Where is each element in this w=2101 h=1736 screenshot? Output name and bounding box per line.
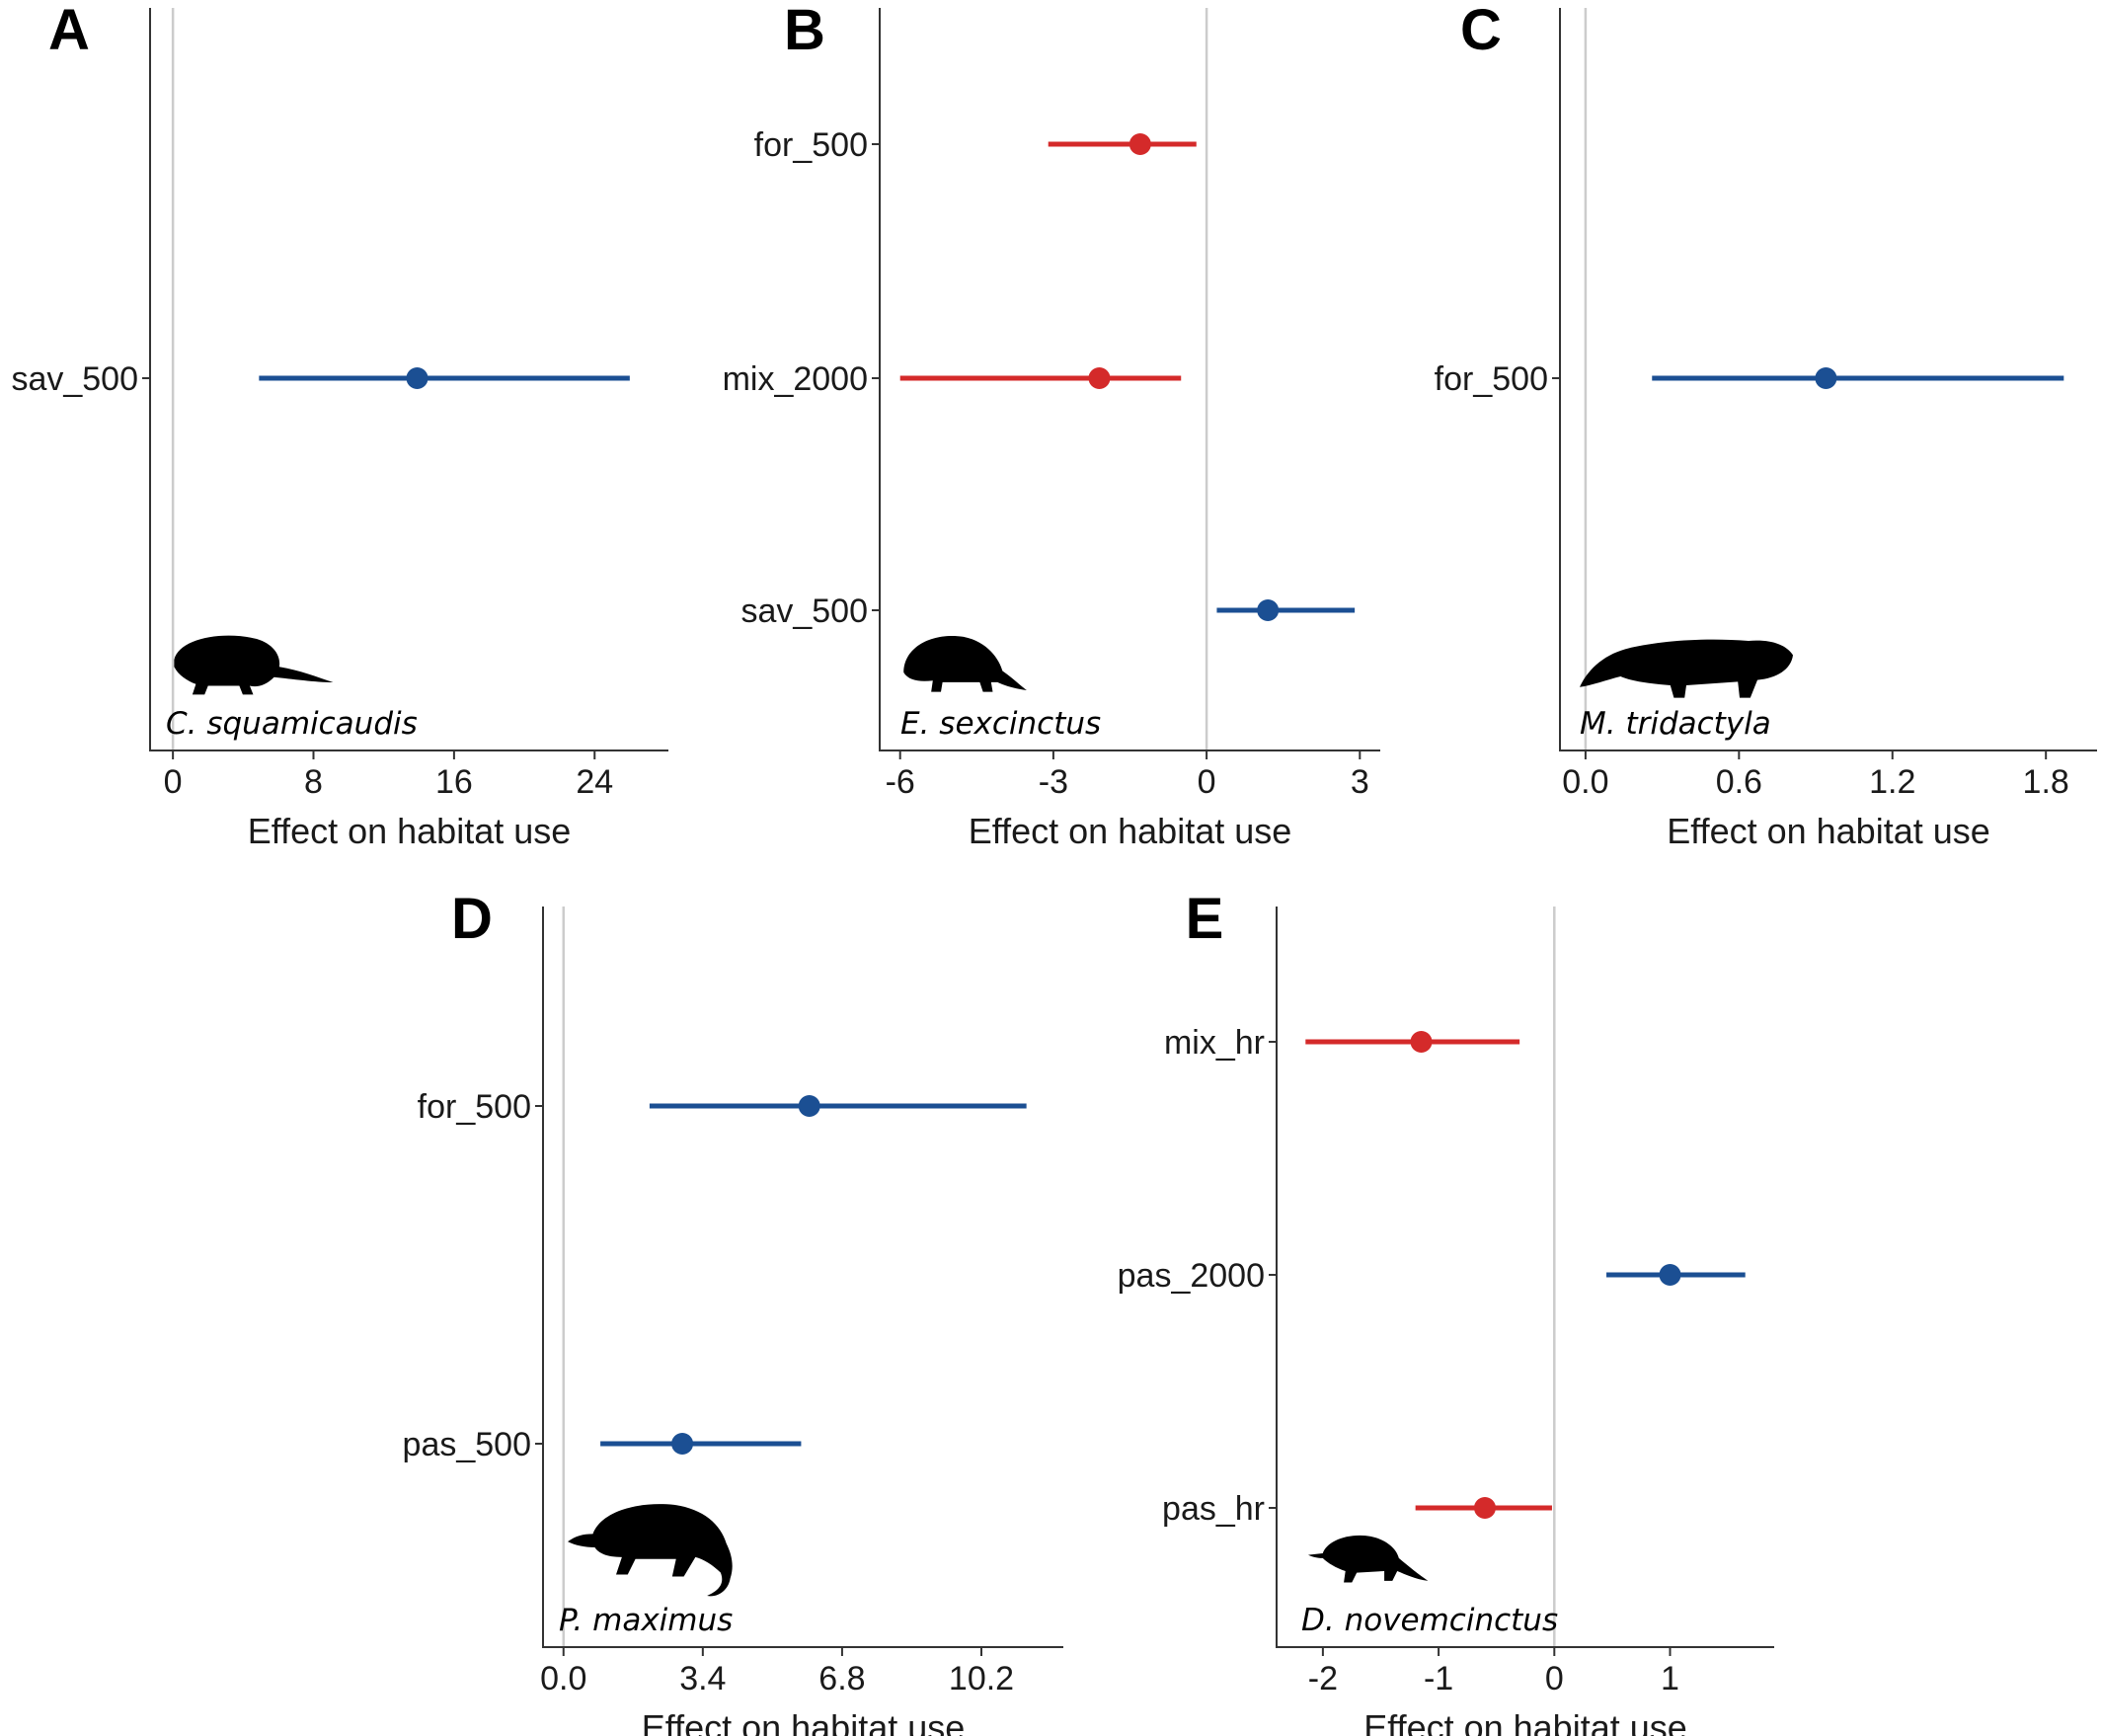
x-tick-label: 0 <box>1545 1660 1564 1697</box>
x-axis-title: Effect on habitat use <box>1667 811 1990 851</box>
giant-armadillo-icon <box>568 1504 733 1597</box>
estimate-point <box>1128 133 1151 155</box>
x-tick-label: 3.4 <box>679 1660 726 1697</box>
armadillo-long-tail-icon <box>174 635 334 695</box>
x-tick-label: 6.8 <box>818 1660 865 1697</box>
x-tick-label: 0.6 <box>1716 763 1762 801</box>
panel-letter: E <box>1186 887 1224 951</box>
x-tick-label: 16 <box>435 763 473 801</box>
x-tick-label: 24 <box>576 763 613 801</box>
species-name: M. tridactyla <box>1580 706 1771 742</box>
x-axis-title: Effect on habitat use <box>248 811 572 851</box>
armadillo-icon <box>903 635 1027 692</box>
x-tick-label: -6 <box>886 763 915 801</box>
estimate-point <box>406 367 428 389</box>
x-axis-title: Effect on habitat use <box>969 811 1292 851</box>
x-tick-label: 1.8 <box>2023 763 2069 801</box>
y-category-label: pas_hr <box>1162 1490 1265 1528</box>
anteater-icon <box>1580 639 1793 698</box>
species-name: D. novemcinctus <box>1301 1603 1558 1638</box>
estimate-point <box>1410 1031 1433 1053</box>
y-category-label: pas_2000 <box>1118 1257 1265 1295</box>
estimate-point <box>671 1433 694 1455</box>
x-axis-title: Effect on habitat use <box>642 1707 966 1736</box>
estimate-point <box>1257 599 1280 621</box>
panel-letter: C <box>1460 0 1502 62</box>
x-tick-label: 1.2 <box>1869 763 1915 801</box>
estimate-point <box>1659 1264 1681 1286</box>
panel-letter: B <box>784 0 825 62</box>
y-category-label: sav_500 <box>740 592 868 630</box>
panel-e: -2 -1 0 1 Effect on habitat use mix_hr pas_200… <box>1118 887 1774 1736</box>
panel-d: 0.0 3.4 6.8 10.2 Effect on habitat use for_50… <box>403 887 1063 1736</box>
y-category-label: for_500 <box>754 126 868 164</box>
x-tick-label: -2 <box>1308 1660 1338 1697</box>
estimate-point <box>1815 367 1837 389</box>
x-tick-label: 8 <box>304 763 323 801</box>
x-tick-label: 0.0 <box>1562 763 1608 801</box>
x-tick-label: 1 <box>1661 1660 1679 1697</box>
x-tick-label: 0 <box>164 763 183 801</box>
x-tick-label: 0 <box>1198 763 1216 801</box>
estimate-point <box>1473 1497 1496 1519</box>
y-category-label: mix_2000 <box>723 360 868 398</box>
y-category-label: sav_500 <box>11 360 138 398</box>
y-category-label: for_500 <box>1435 360 1548 398</box>
x-tick-label: -1 <box>1424 1660 1453 1697</box>
species-name: E. sexcinctus <box>900 706 1101 742</box>
panel-b: -6 -3 0 3 Effect on habitat use for_500 mix_20… <box>723 0 1380 851</box>
x-tick-label: 3 <box>1351 763 1369 801</box>
x-tick-label: 0.0 <box>540 1660 586 1697</box>
y-category-label: for_500 <box>418 1088 531 1126</box>
species-name: P. maximus <box>559 1603 733 1638</box>
estimate-point <box>1088 367 1111 389</box>
species-name: C. squamicaudis <box>166 706 418 742</box>
x-axis-title: Effect on habitat use <box>1363 1707 1687 1736</box>
panel-letter: D <box>451 887 493 951</box>
panel-letter: A <box>48 0 90 62</box>
x-tick-label: 10.2 <box>949 1660 1014 1697</box>
nine-banded-armadillo-icon <box>1308 1535 1429 1583</box>
panel-c: 0.0 0.6 1.2 1.8 Effect on habitat use for_500… <box>1435 0 2097 851</box>
x-tick-label: -3 <box>1039 763 1068 801</box>
y-category-label: mix_hr <box>1164 1024 1265 1062</box>
estimate-point <box>798 1095 820 1117</box>
y-category-label: pas_500 <box>403 1426 531 1463</box>
